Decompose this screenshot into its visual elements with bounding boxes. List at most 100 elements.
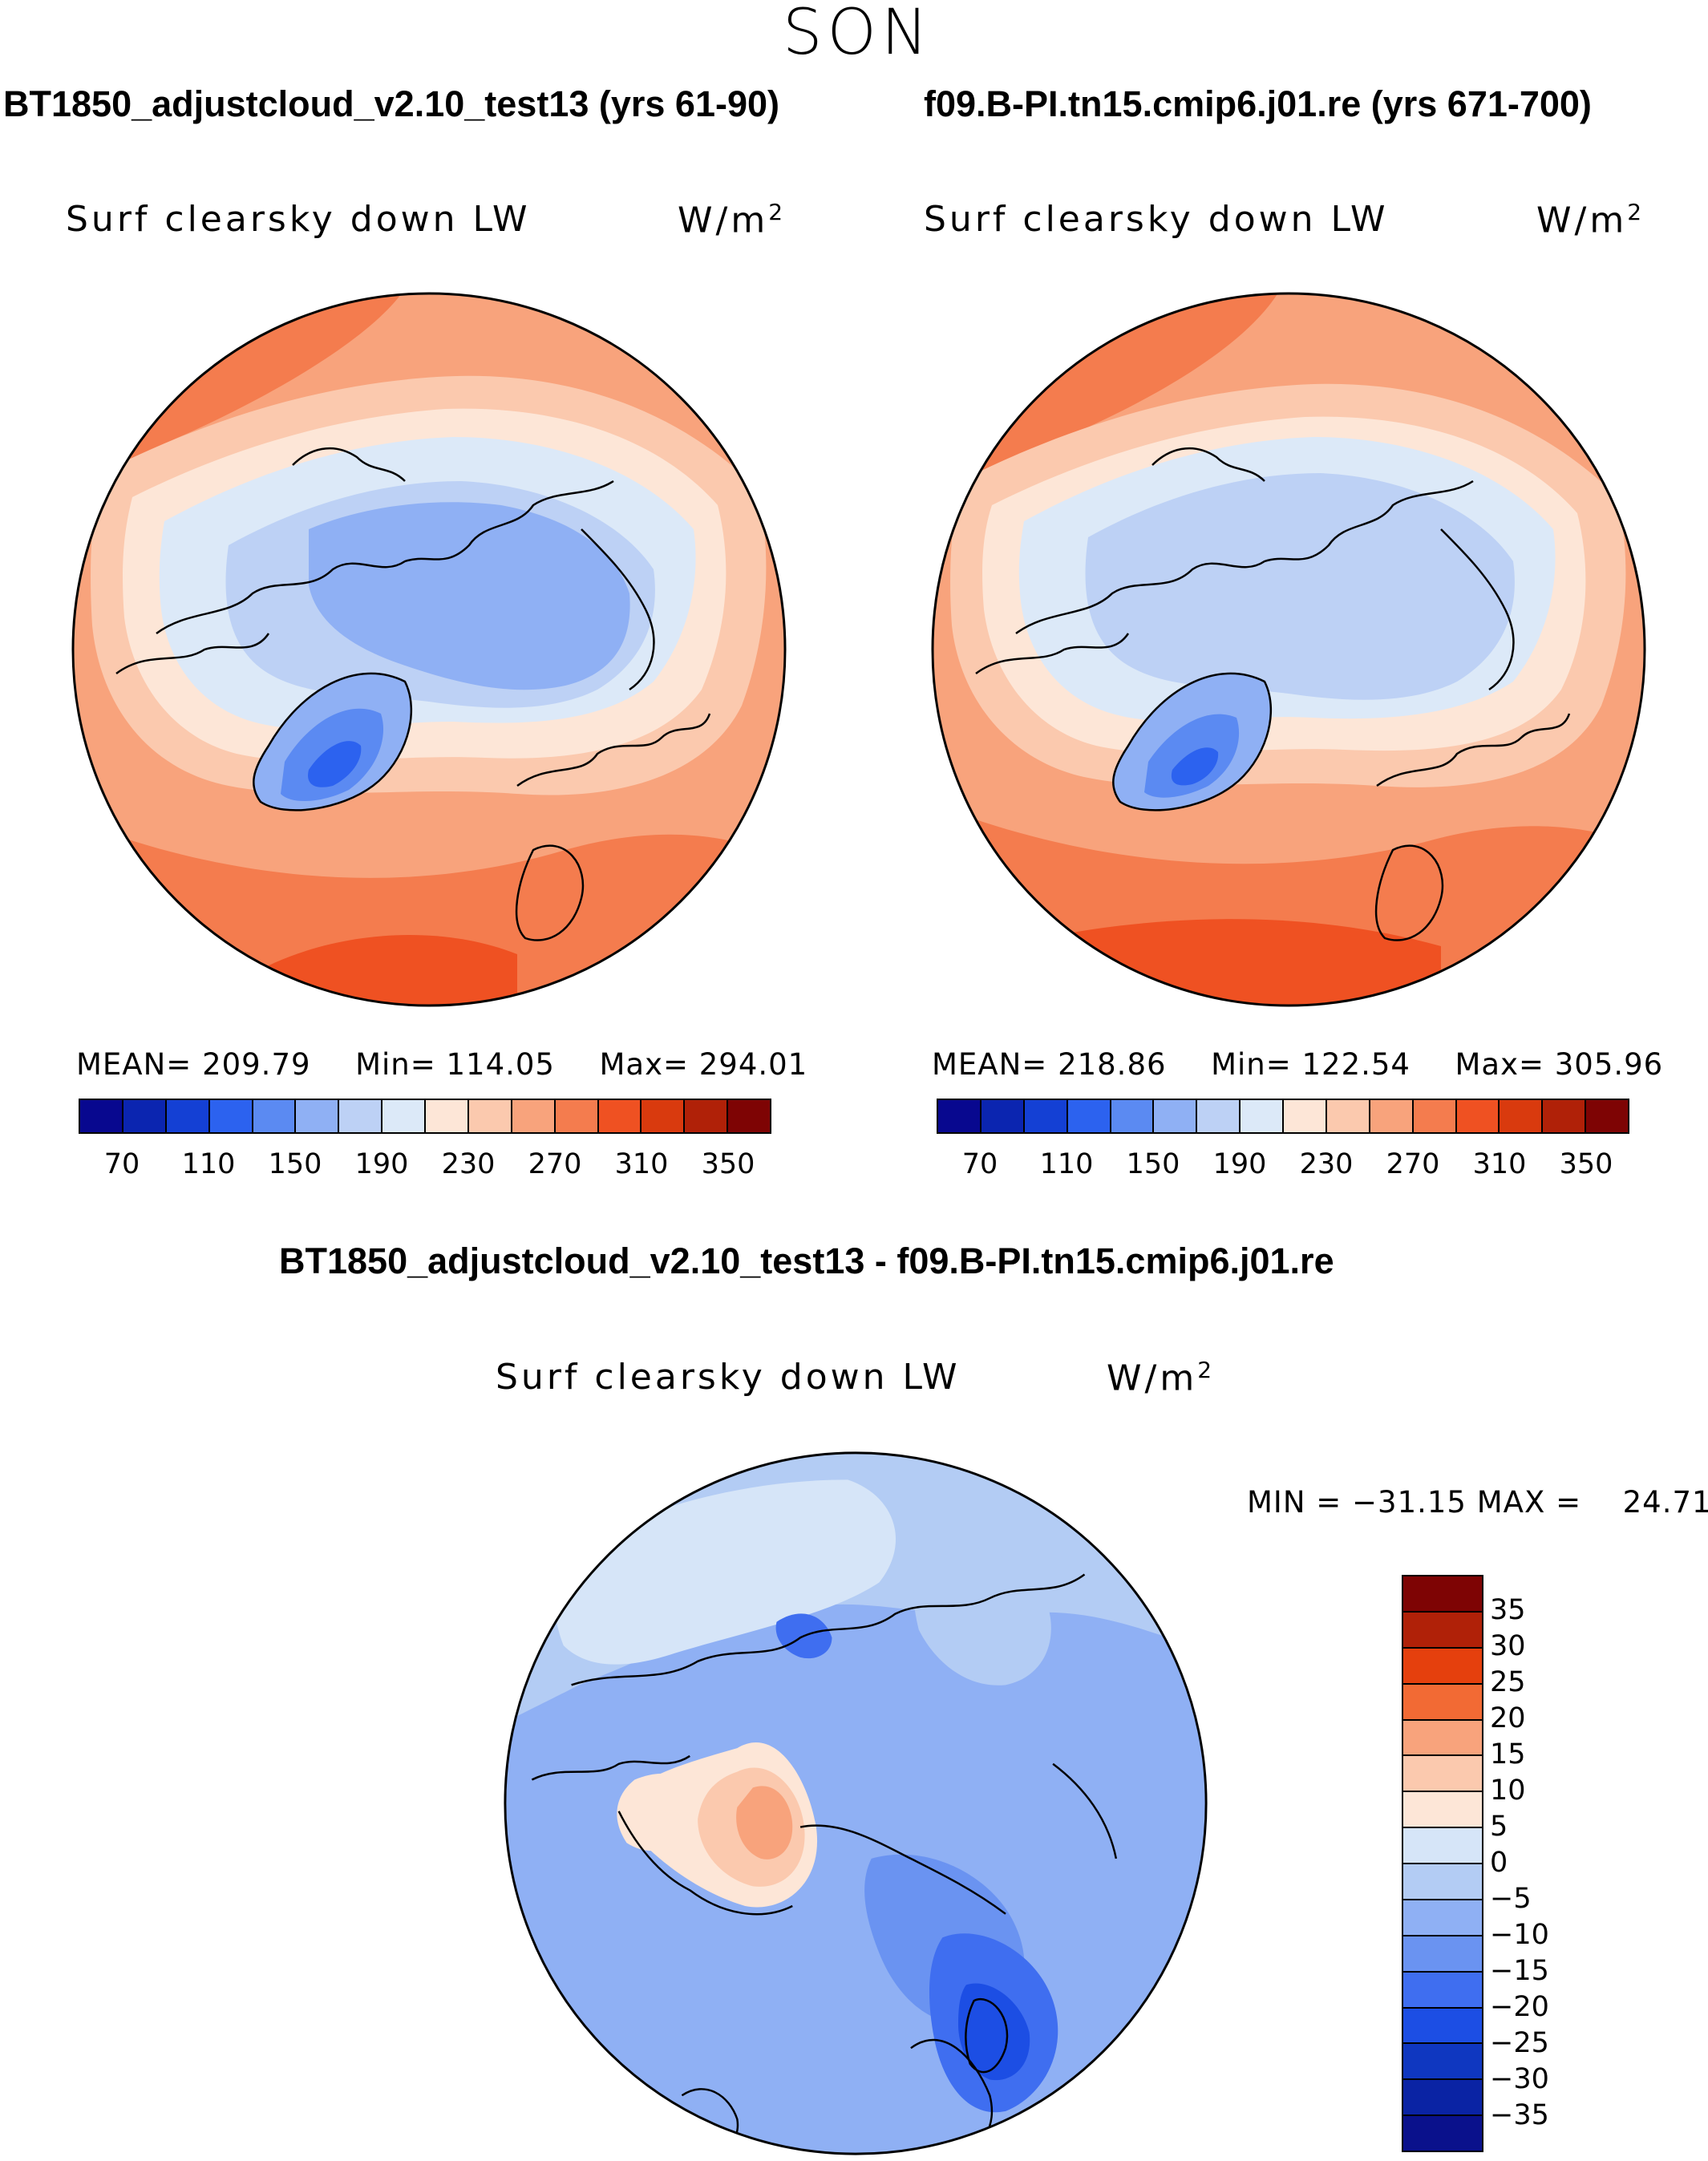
diff-colorbar-cell-4 (1403, 1720, 1482, 1757)
right-map-boundary (931, 292, 1646, 1007)
diff-colorbar-cell-13 (1403, 2044, 1482, 2081)
diff-colorbar-tick-label: 15 (1490, 1738, 1526, 1770)
ticksR-label: 190 (1212, 1148, 1267, 1180)
cbarL-cell-10 (512, 1100, 556, 1132)
right-min-value: 122.54 (1301, 1047, 1411, 1082)
ticksR-label: 150 (1126, 1148, 1180, 1180)
diff-colorbar-tick-label: 20 (1490, 1702, 1526, 1734)
cbarR-cell-0 (938, 1100, 981, 1132)
left-band-150-170 (309, 502, 630, 690)
left-max-value: 294.01 (698, 1047, 808, 1082)
diff-colorbar-cell-3 (1403, 1684, 1482, 1721)
diff-colorbar-cell-6 (1403, 1792, 1482, 1829)
cbarR-cell-7 (1241, 1100, 1284, 1132)
diff-colorbar-cell-5 (1403, 1756, 1482, 1793)
cbarR-cell-9 (1326, 1100, 1370, 1132)
season-title: SON (783, 0, 933, 69)
diff-colorbar-tick-label: −25 (1490, 2027, 1549, 2059)
ticksL-label: 110 (181, 1148, 236, 1180)
cbarL-cell-0 (80, 1100, 123, 1132)
left-stats: MEAN= 209.79 Min= 114.05 Max= 294.01 (76, 1047, 807, 1082)
diff-band-alaska-warm (617, 1773, 692, 1851)
diff-colorbar-tick-label: 25 (1490, 1666, 1526, 1698)
cbarR-cell-4 (1111, 1100, 1155, 1132)
diff-colorbar-cell-12 (1403, 2008, 1482, 2045)
diff-min-label: MIN = (1247, 1485, 1342, 1520)
right-variable-label: Surf clearsky down LW (924, 199, 1389, 240)
cbarR-cell-8 (1284, 1100, 1327, 1132)
right-coastlines (975, 447, 1571, 941)
ticksL-label: 70 (103, 1148, 140, 1180)
right-max-label: Max= (1455, 1047, 1544, 1082)
left-coastlines (115, 447, 711, 941)
diff-colorbar-cell-14 (1403, 2080, 1482, 2117)
diff-panel-title: BT1850_adjustcloud_v2.10_test13 - f09.B-… (279, 1240, 1334, 1281)
diff-minmax: MIN = −31.15 MAX = 24.71 (1247, 1485, 1708, 1520)
ticksR-label: 270 (1386, 1148, 1440, 1180)
diff-colorbar-tick-label: −15 (1490, 1955, 1549, 1987)
left-colorbar (79, 1099, 771, 1134)
right-polar-map (931, 292, 1646, 1007)
cbarL-cell-15 (728, 1100, 770, 1132)
left-map-boundary (71, 292, 787, 1007)
diff-colorbar-tick-label: −35 (1490, 2099, 1549, 2131)
cbarR-cell-1 (981, 1100, 1025, 1132)
right-panel-title: f09.B-PI.tn15.cmip6.j01.re (yrs 671-700) (924, 83, 1592, 124)
cbarR-cell-11 (1413, 1100, 1457, 1132)
cbarL-cell-5 (296, 1100, 340, 1132)
diff-colorbar-cell-10 (1403, 1936, 1482, 1973)
left-mean-value: 209.79 (202, 1047, 311, 1082)
diff-colorbar-cell-0 (1403, 1576, 1482, 1613)
diff-units-label: W/m2 (1107, 1357, 1215, 1399)
ticksL-label: 310 (614, 1148, 669, 1180)
right-min-label: Min= (1211, 1047, 1292, 1082)
diff-map-boundary (504, 1451, 1208, 2155)
left-units-exp: 2 (768, 199, 787, 225)
right-mean-label: MEAN= (932, 1047, 1048, 1082)
right-units-exp: 2 (1627, 199, 1645, 225)
cbarR-cell-14 (1543, 1100, 1587, 1132)
cbarL-cell-3 (209, 1100, 253, 1132)
diff-units-base: W/m (1107, 1358, 1198, 1399)
cbarL-cell-13 (642, 1100, 686, 1132)
left-panel-title: BT1850_adjustcloud_v2.10_test13 (yrs 61-… (3, 83, 780, 124)
right-mean-value: 218.86 (1058, 1047, 1167, 1082)
cbarR-cell-12 (1456, 1100, 1500, 1132)
left-band-greenland-core (308, 741, 362, 787)
right-units-base: W/m (1536, 200, 1628, 241)
diff-colorbar-tick-label: −20 (1490, 1991, 1549, 2023)
ticksL-label: 150 (268, 1148, 322, 1180)
right-max-value: 305.96 (1554, 1047, 1664, 1082)
right-units-label: W/m2 (1536, 199, 1645, 241)
cbarR-cell-10 (1370, 1100, 1414, 1132)
left-units-label: W/m2 (678, 199, 786, 241)
ticksR-label: 70 (961, 1148, 998, 1180)
cbarL-cell-2 (166, 1100, 210, 1132)
diff-colorbar-tick-label: 5 (1490, 1811, 1508, 1843)
diff-colorbar (1402, 1575, 1483, 2152)
cbarR-cell-3 (1067, 1100, 1111, 1132)
cbarL-cell-1 (123, 1100, 167, 1132)
cbarL-cell-7 (382, 1100, 426, 1132)
left-max-label: Max= (599, 1047, 689, 1082)
diff-colorbar-tick-label: −30 (1490, 2063, 1549, 2095)
diff-colorbar-tick-label: 35 (1490, 1594, 1526, 1626)
right-stats: MEAN= 218.86 Min= 122.54 Max= 305.96 (932, 1047, 1663, 1082)
ticksL-label: 230 (441, 1148, 496, 1180)
diff-min-value: −31.15 (1352, 1485, 1467, 1520)
left-units-base: W/m (678, 200, 769, 241)
diff-colorbar-cell-9 (1403, 1900, 1482, 1936)
diff-polar-map (504, 1451, 1208, 2155)
cbarR-cell-13 (1500, 1100, 1544, 1132)
left-variable-label: Surf clearsky down LW (66, 199, 531, 240)
ticksR-label: 230 (1299, 1148, 1354, 1180)
diff-colorbar-cell-2 (1403, 1648, 1482, 1685)
diff-colorbar-cell-15 (1403, 2116, 1482, 2151)
cbarL-cell-4 (253, 1100, 297, 1132)
diff-colorbar-cell-7 (1403, 1828, 1482, 1864)
left-mean-label: MEAN= (76, 1047, 192, 1082)
ticksR-label: 350 (1559, 1148, 1613, 1180)
diff-band-siberia (913, 1545, 1051, 1685)
right-colorbar (937, 1099, 1629, 1134)
cbarL-cell-14 (685, 1100, 729, 1132)
